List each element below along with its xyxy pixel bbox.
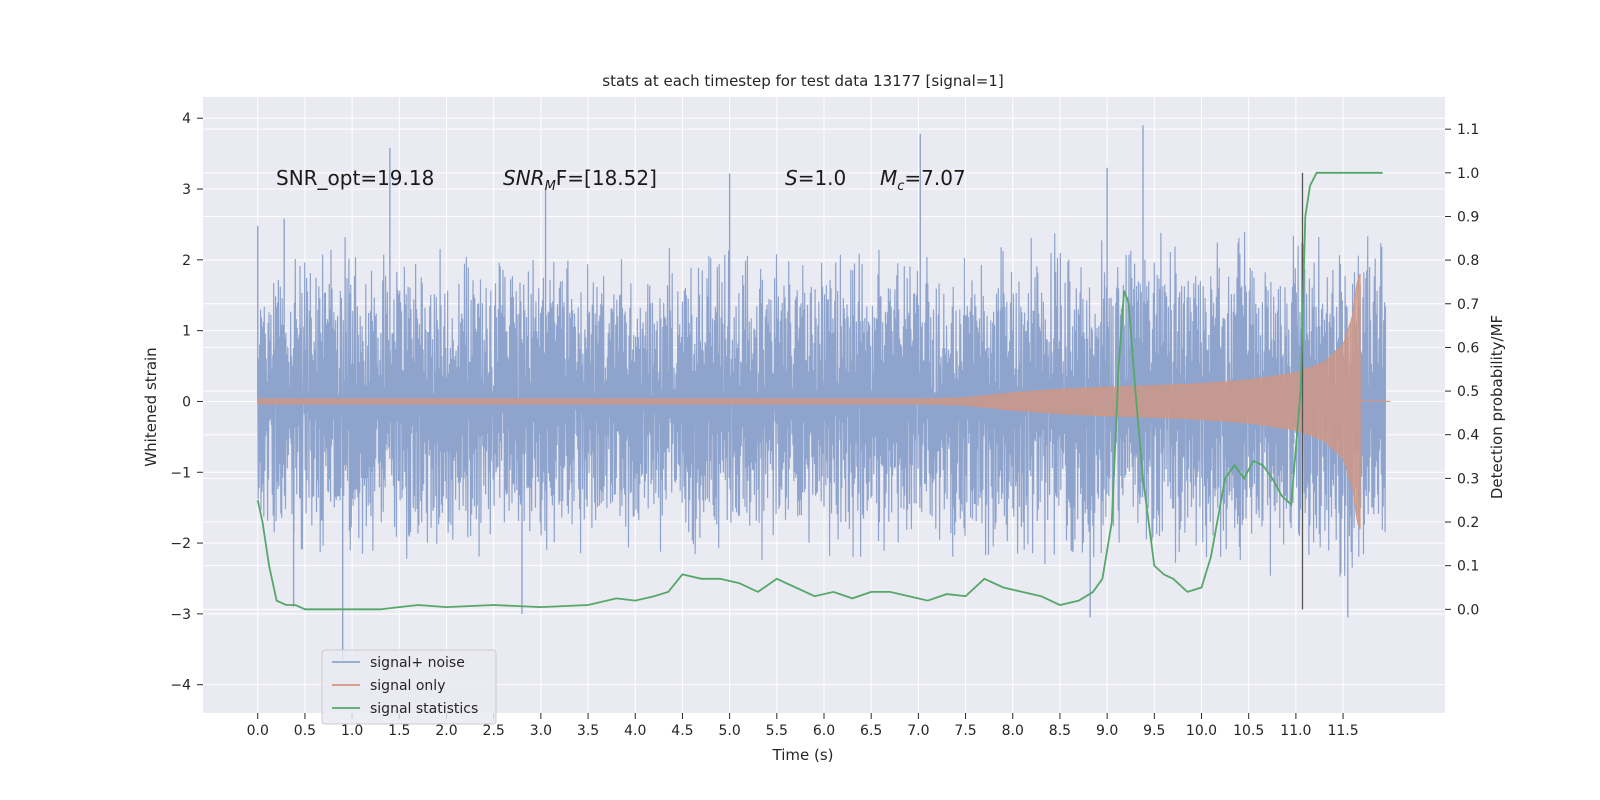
legend: signal+ noise signal only signal statist… bbox=[321, 649, 497, 725]
x-tick-label: 1.5 bbox=[388, 723, 410, 739]
x-tick-label: 5.0 bbox=[718, 723, 740, 739]
legend-label-stats: signal statistics bbox=[370, 701, 478, 717]
mc-symbol: M bbox=[880, 166, 897, 190]
y-axis-left: 4 3 2 1 0 −1 −2 −3 −4 bbox=[170, 111, 203, 694]
y-tick-label: 0 bbox=[182, 394, 191, 410]
series-signal-statistics bbox=[256, 171, 1383, 611]
stats-line bbox=[256, 171, 1383, 611]
annotation-s: S=1.0 bbox=[785, 166, 846, 190]
x-tick-label: 7.5 bbox=[954, 723, 976, 739]
legend-label-signal: signal only bbox=[370, 678, 445, 694]
y-right-tick-label: 0.8 bbox=[1457, 253, 1479, 269]
x-tick-label: 2.0 bbox=[435, 723, 457, 739]
y-right-tick-label: 0.0 bbox=[1457, 602, 1479, 618]
x-tick-label: 11.0 bbox=[1280, 723, 1311, 739]
s-symbol: S bbox=[785, 166, 798, 190]
annotation-mc: Mc=7.07 bbox=[880, 166, 966, 194]
x-tick-label: 5.5 bbox=[766, 723, 788, 739]
noise-trace bbox=[257, 231, 1387, 577]
x-tick-label: 10.5 bbox=[1233, 723, 1264, 739]
y-tick-label: −2 bbox=[170, 536, 191, 552]
annotation-snr-opt: SNR_opt=19.18 bbox=[276, 166, 434, 190]
legend-box bbox=[321, 649, 497, 725]
y-tick-label: 4 bbox=[182, 111, 191, 127]
x-axis-label: Time (s) bbox=[772, 746, 834, 764]
snr-mf-suffix: F=[18.52] bbox=[556, 166, 657, 190]
snr-mf-subscript: M bbox=[545, 179, 556, 194]
x-tick-label: 4.5 bbox=[671, 723, 693, 739]
y-axis-label-right: Detection probability/MF bbox=[1488, 315, 1506, 499]
snr-mf-prefix: SNR bbox=[503, 166, 545, 190]
x-tick-label: 11.5 bbox=[1327, 723, 1358, 739]
x-tick-label: 4.0 bbox=[624, 723, 646, 739]
signal-envelope bbox=[257, 273, 1361, 530]
x-tick-label: 10.0 bbox=[1186, 723, 1217, 739]
y-right-tick-label: 0.7 bbox=[1457, 297, 1479, 313]
y-right-tick-label: 0.1 bbox=[1457, 559, 1479, 575]
y-tick-label: −3 bbox=[170, 607, 191, 623]
x-tick-label: 6.5 bbox=[860, 723, 882, 739]
x-tick-label: 8.5 bbox=[1049, 723, 1071, 739]
x-tick-label: 3.0 bbox=[530, 723, 552, 739]
y-tick-label: 3 bbox=[182, 182, 191, 198]
x-tick-label: 0.0 bbox=[247, 723, 269, 739]
series-signal-only bbox=[257, 273, 1391, 530]
y-axis-right: 0.0 0.1 0.2 0.3 0.4 0.5 0.6 0.7 0.8 0.9 1.0 1.1 bbox=[1445, 122, 1479, 618]
y-right-tick-label: 1.0 bbox=[1457, 166, 1479, 182]
annotation-snr-mf: SNRMF=[18.52] bbox=[503, 166, 657, 194]
y-tick-label: 1 bbox=[182, 324, 191, 340]
legend-label-noise: signal+ noise bbox=[370, 655, 465, 671]
y-right-tick-label: 0.2 bbox=[1457, 515, 1479, 531]
chart-title: stats at each timestep for test data 131… bbox=[602, 72, 1003, 90]
x-axis: 0.0 0.5 1.0 1.5 2.0 2.5 3.0 3.5 4.0 4.5 5.0 5.5 6.0 6… bbox=[247, 713, 1359, 739]
x-tick-label: 7.0 bbox=[907, 723, 929, 739]
x-tick-label: 0.5 bbox=[294, 723, 316, 739]
x-tick-label: 3.5 bbox=[577, 723, 599, 739]
x-tick-label: 9.0 bbox=[1096, 723, 1118, 739]
x-tick-label: 2.5 bbox=[483, 723, 505, 739]
y-right-tick-label: 0.3 bbox=[1457, 471, 1479, 487]
x-tick-label: 8.0 bbox=[1002, 723, 1024, 739]
y-right-tick-label: 0.6 bbox=[1457, 340, 1479, 356]
mc-subscript: c bbox=[897, 179, 904, 194]
y-axis-label-left: Whitened strain bbox=[142, 347, 160, 466]
y-right-tick-label: 1.1 bbox=[1457, 122, 1479, 138]
x-tick-label: 6.0 bbox=[813, 723, 835, 739]
y-tick-label: −1 bbox=[170, 465, 191, 481]
y-tick-label: −4 bbox=[170, 678, 191, 694]
y-right-tick-label: 0.9 bbox=[1457, 209, 1479, 225]
mc-value: =7.07 bbox=[904, 166, 965, 190]
y-right-tick-label: 0.5 bbox=[1457, 384, 1479, 400]
s-value: =1.0 bbox=[798, 166, 847, 190]
x-tick-label: 1.0 bbox=[341, 723, 363, 739]
x-tick-label: 9.5 bbox=[1143, 723, 1165, 739]
y-tick-label: 2 bbox=[182, 253, 191, 269]
y-right-tick-label: 0.4 bbox=[1457, 428, 1479, 444]
